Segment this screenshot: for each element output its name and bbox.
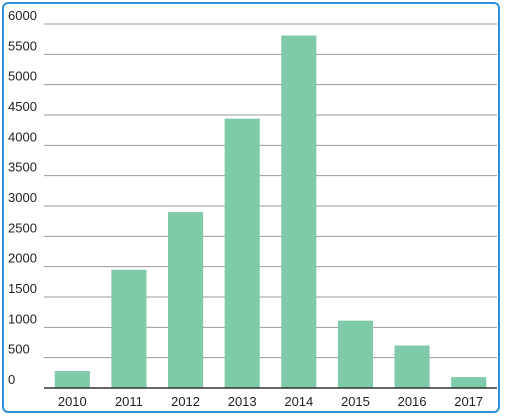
x-axis-tick-labels: 2010 2011 2012 2013 2014 2015 2016 2017: [58, 394, 483, 409]
y-tick-label: 6000: [8, 8, 37, 23]
y-tick-label: 4500: [8, 99, 37, 114]
x-tick-label: 2011: [115, 394, 143, 409]
bar-2016: [394, 345, 430, 388]
bar-2015: [337, 320, 373, 388]
y-tick-label: 5500: [8, 38, 37, 53]
x-tick-label: 2017: [454, 394, 483, 409]
bar-2011: [111, 269, 147, 388]
y-tick-label: 3000: [8, 190, 37, 205]
y-axis-tick-labels: 0 500 1000 1500 2000 2500 3000 3500 4000 4500 5000…: [8, 8, 37, 387]
y-tick-label: 1500: [8, 281, 37, 296]
bar-2012: [168, 212, 204, 388]
y-tick-label: 3500: [8, 160, 37, 175]
x-tick-label: 2012: [171, 394, 200, 409]
bar-2017: [451, 377, 487, 388]
x-tick-label: 2016: [398, 394, 427, 409]
y-tick-label: 4000: [8, 129, 37, 144]
y-tick-label: 2500: [8, 220, 37, 235]
y-tick-label: 0: [8, 372, 15, 387]
y-tick-label: 1000: [8, 311, 37, 326]
x-tick-label: 2010: [58, 394, 87, 409]
y-tick-label: 500: [8, 342, 30, 357]
x-tick-label: 2013: [228, 394, 257, 409]
bar-2014: [281, 35, 317, 388]
y-tick-label: 5000: [8, 69, 37, 84]
bar-2013: [224, 118, 260, 388]
bars: [54, 35, 487, 388]
x-tick-label: 2015: [341, 394, 370, 409]
y-tick-label: 2000: [8, 251, 37, 266]
x-tick-label: 2014: [284, 394, 313, 409]
bar-2010: [54, 371, 90, 388]
